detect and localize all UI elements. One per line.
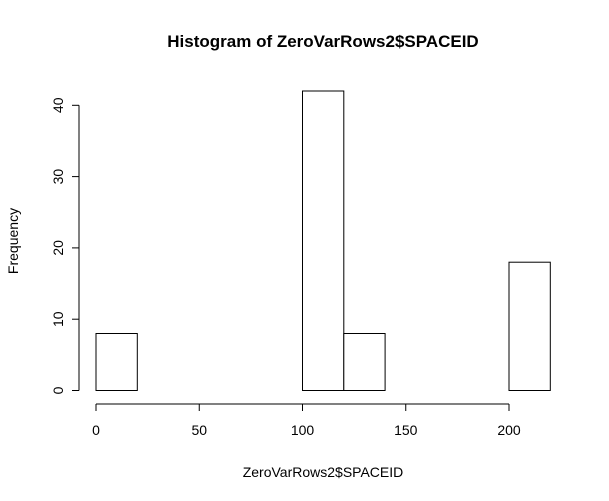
histogram-bar-120-140 xyxy=(343,333,386,391)
y-tick-label-0: 0 xyxy=(50,386,66,394)
y-tick-label-30: 30 xyxy=(50,169,66,185)
y-tick-label-20: 20 xyxy=(50,240,66,256)
y-axis: 0 10 20 30 40 xyxy=(50,97,80,394)
histogram-bar-0-20 xyxy=(95,333,138,391)
x-axis-label: ZeroVarRows2$SPACEID xyxy=(243,464,404,480)
y-tick-label-40: 40 xyxy=(50,97,66,113)
x-tick-label-200: 200 xyxy=(497,422,521,438)
x-tick-label-150: 150 xyxy=(394,422,418,438)
y-axis-label: Frequency xyxy=(5,208,21,274)
x-tick-label-0: 0 xyxy=(92,422,100,438)
chart-title: Histogram of ZeroVarRows2$SPACEID xyxy=(167,32,478,51)
x-tick-label-100: 100 xyxy=(291,422,315,438)
histogram-bar-200-220 xyxy=(508,261,551,392)
bars-group xyxy=(95,90,551,392)
x-axis: 0 50 100 150 200 xyxy=(92,403,521,438)
x-tick-label-50: 50 xyxy=(191,422,207,438)
y-tick-label-10: 10 xyxy=(50,311,66,327)
histogram-bar-100-120 xyxy=(302,90,345,391)
